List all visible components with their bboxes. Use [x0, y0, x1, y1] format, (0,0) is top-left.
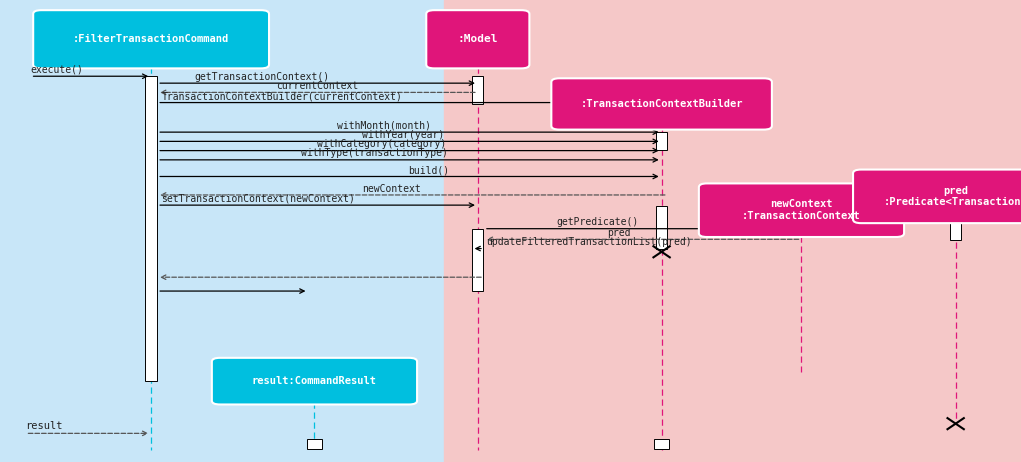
Text: withYear(year): withYear(year) [362, 130, 445, 140]
FancyBboxPatch shape [33, 10, 269, 68]
Text: execute(): execute() [31, 65, 84, 75]
Bar [657, 206, 668, 249]
Text: :Model: :Model [457, 34, 498, 44]
Bar [307, 439, 322, 449]
Text: :FilterTransactionCommand: :FilterTransactionCommand [72, 34, 230, 44]
Text: getTransactionContext(): getTransactionContext() [194, 72, 329, 82]
FancyBboxPatch shape [427, 10, 530, 68]
Bar [950, 210, 962, 240]
Text: TransactionContextBuilder(currentContext): TransactionContextBuilder(currentContext… [161, 91, 402, 101]
Bar [654, 439, 669, 449]
FancyBboxPatch shape [698, 183, 904, 237]
Text: currentContext: currentContext [276, 81, 358, 91]
Text: setTransactionContext(newContext): setTransactionContext(newContext) [161, 194, 355, 204]
Bar [444, 0, 1021, 462]
FancyBboxPatch shape [853, 170, 1021, 223]
Bar [0, 0, 444, 462]
Text: withMonth(month): withMonth(month) [337, 121, 431, 131]
Text: newContext: newContext [362, 183, 422, 194]
Bar [145, 76, 157, 381]
Text: :TransactionContextBuilder: :TransactionContextBuilder [580, 99, 743, 109]
Bar [657, 132, 668, 150]
Text: build(): build() [408, 165, 449, 175]
Text: result:CommandResult: result:CommandResult [252, 376, 377, 386]
Text: updateFilteredTransactionList(pred): updateFilteredTransactionList(pred) [486, 237, 691, 247]
Text: pred
:Predicate<Transaction>: pred :Predicate<Transaction> [884, 186, 1021, 207]
Text: newContext
:TransactionContext: newContext :TransactionContext [742, 200, 861, 221]
Text: result: result [26, 420, 63, 431]
Bar [796, 206, 807, 229]
Text: withType(transactionType): withType(transactionType) [301, 148, 448, 158]
FancyBboxPatch shape [551, 78, 772, 129]
Text: getPredicate(): getPredicate() [556, 217, 639, 227]
Bar [472, 229, 484, 291]
Bar [308, 363, 320, 381]
FancyBboxPatch shape [212, 358, 417, 405]
Text: pred: pred [607, 228, 631, 238]
Bar [472, 76, 484, 104]
Text: withCategory(category): withCategory(category) [317, 139, 446, 149]
